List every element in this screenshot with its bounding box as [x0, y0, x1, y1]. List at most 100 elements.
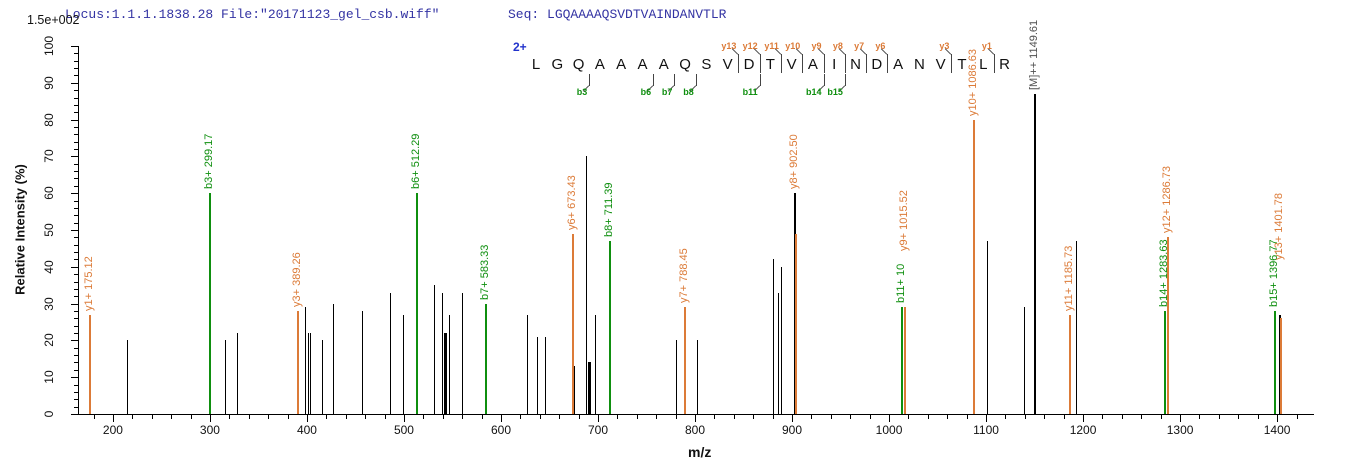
precursor-charge-label: 2+ [513, 40, 527, 54]
unlabeled-peak [588, 362, 591, 414]
y-minor-tick [74, 75, 78, 77]
x-minor-tick [559, 415, 561, 419]
x-major-tick [598, 415, 599, 422]
y-major-tick [71, 303, 78, 305]
b-flag-label-b15: b15 [827, 87, 843, 97]
unlabeled-peak [537, 336, 538, 414]
unlabeled-peak [127, 340, 128, 414]
x-major-tick [112, 415, 114, 422]
unlabeled-peak [310, 333, 311, 414]
x-tick-label: 1100 [973, 423, 999, 437]
y-minor-tick [74, 244, 78, 246]
x-minor-tick [636, 415, 638, 419]
unlabeled-peak [449, 314, 450, 414]
seq-label: Seq: [508, 7, 540, 22]
y-minor-tick [74, 134, 78, 136]
x-minor-tick [1141, 415, 1143, 419]
b-flag-label-b7: b7 [661, 87, 673, 97]
x-major-tick [209, 415, 211, 422]
x-tick-label: 1200 [1069, 423, 1097, 437]
seq-residue-16: N [850, 56, 861, 73]
x-minor-tick [442, 415, 444, 419]
unlabeled-peak [308, 333, 309, 414]
x-tick-label: 1300 [1166, 423, 1194, 437]
y-major-tick [71, 193, 78, 195]
x-major-tick [500, 415, 502, 422]
unlabeled-peak [778, 292, 779, 414]
b-flag-bar-b15 [844, 74, 846, 86]
y-minor-tick [74, 207, 78, 209]
unlabeled-peak [1024, 307, 1025, 414]
x-axis-title: m/z [688, 444, 712, 460]
peak-label-b3: b3+ 299.17 [203, 133, 216, 190]
b-flag-bar-b7 [674, 74, 676, 86]
y-major-tick [71, 414, 78, 415]
peak-label-y12: y12+ 1286.73 [1161, 166, 1174, 234]
x-minor-tick [908, 415, 910, 419]
y-minor-tick [74, 53, 78, 55]
unlabeled-peak [676, 340, 677, 414]
peak-y9 [904, 307, 906, 414]
y-flag-label-y1: y1 [981, 41, 992, 51]
b-flag-bar-b8 [695, 74, 697, 86]
x-minor-tick [384, 415, 386, 419]
seq-residue-19: N [913, 56, 925, 73]
y-minor-tick [74, 318, 78, 320]
x-minor-tick [869, 415, 871, 419]
x-minor-tick [733, 415, 735, 419]
y-minor-tick [74, 200, 78, 202]
unlabeled-peak [434, 285, 435, 414]
seq-residue-17: D [871, 56, 883, 73]
x-minor-tick [850, 415, 852, 419]
y-major-tick [71, 266, 78, 268]
x-minor-tick [656, 415, 658, 419]
x-minor-tick [1257, 415, 1259, 419]
x-minor-tick [714, 415, 716, 419]
y-minor-tick [74, 325, 78, 327]
seq-residue-15: I [832, 56, 837, 73]
y-minor-tick [74, 126, 78, 128]
unlabeled-peak [225, 340, 226, 414]
y-minor-tick [74, 384, 78, 386]
y-minor-tick [74, 222, 78, 224]
y-tick-label: 90 [42, 76, 56, 90]
x-minor-tick [539, 415, 541, 419]
x-major-tick [306, 415, 308, 422]
peak-label-M: [M]++ 1149.61 [1028, 19, 1041, 90]
y-minor-tick [74, 97, 78, 99]
x-minor-tick [1044, 415, 1046, 419]
y-minor-tick [74, 171, 78, 173]
y-minor-tick [74, 163, 78, 165]
seq-residue-20: V [935, 56, 946, 73]
y-flag-bar-y12 [759, 54, 761, 73]
x-major-tick [986, 415, 988, 422]
peak-label-b7: b7+ 583.33 [478, 244, 491, 300]
peak-y12 [1167, 237, 1169, 414]
y-minor-tick [74, 90, 78, 92]
y-minor-tick [74, 237, 78, 239]
y-minor-tick [74, 149, 78, 151]
y-flag-bar-y9 [823, 54, 825, 73]
x-tick-label: 1400 [1263, 423, 1291, 437]
x-major-tick [889, 415, 891, 422]
x-major-tick [1083, 415, 1085, 422]
x-tick-label: 500 [393, 423, 414, 437]
x-minor-tick [132, 415, 134, 419]
unlabeled-peak [442, 292, 443, 414]
unlabeled-peak [773, 259, 774, 414]
peak-label-y3: y3+ 389.26 [290, 252, 303, 307]
x-minor-tick [345, 415, 347, 419]
x-tick-label: 300 [199, 423, 220, 437]
y-flag-label-y6: y6 [875, 41, 886, 51]
y-minor-tick [74, 362, 78, 364]
seq-residue-12: T [765, 56, 775, 73]
unlabeled-peak [781, 266, 782, 414]
x-tick-label: 800 [684, 423, 706, 437]
y-major-tick [71, 156, 78, 158]
x-minor-tick [326, 415, 328, 419]
y-tick-label: 60 [42, 186, 56, 200]
peak-label-y7: y7+ 788.45 [677, 248, 690, 304]
b-flag-label-b11: b11 [742, 87, 758, 97]
peak-b14 [1164, 310, 1166, 414]
